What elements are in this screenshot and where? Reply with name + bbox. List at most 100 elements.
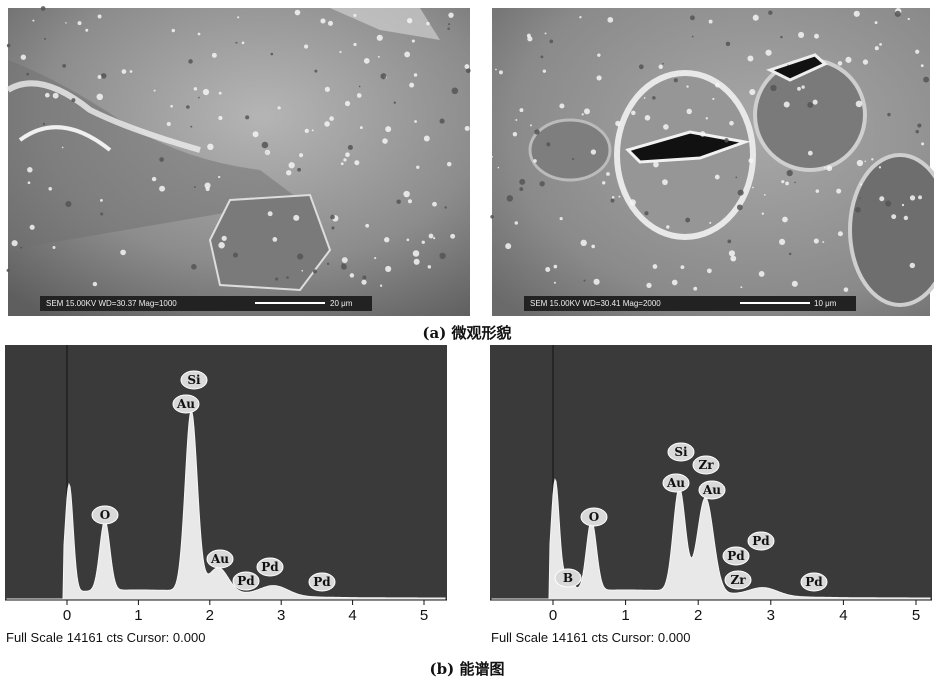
speckle: [407, 18, 412, 23]
speckle: [52, 246, 55, 249]
speckle: [237, 16, 239, 18]
speckle: [921, 64, 924, 67]
peak-label: B: [563, 571, 573, 585]
speckle: [539, 181, 544, 186]
speckle: [498, 167, 500, 169]
speckle: [130, 70, 133, 73]
speckle: [272, 237, 277, 242]
speckle: [304, 45, 308, 49]
speckle: [374, 257, 376, 259]
caption: (a) 微观形貌: [422, 324, 511, 342]
speckle: [814, 238, 819, 243]
page: SEM 15.00KV WD=30.37 Mag=1000 20 μm SEM …: [0, 0, 934, 682]
speckle: [533, 159, 537, 163]
speckle: [159, 157, 164, 162]
speckle: [753, 15, 759, 21]
speckle: [727, 239, 731, 243]
speckle: [915, 50, 919, 54]
speckle: [345, 152, 350, 157]
speckle: [416, 166, 419, 169]
speckle: [672, 280, 678, 286]
figure: SEM 15.00KV WD=30.37 Mag=1000 20 μm SEM …: [0, 0, 934, 682]
speckle: [740, 286, 742, 288]
speckle: [301, 270, 303, 272]
speckle: [364, 58, 370, 64]
speckle: [895, 11, 901, 17]
micrograph-info: SEM 15.00KV WD=30.37 Mag=1000: [46, 299, 177, 308]
x-tick-label: 0: [549, 607, 557, 624]
speckle: [297, 168, 301, 172]
speckle: [396, 200, 400, 204]
speckle: [268, 211, 273, 216]
speckle: [312, 129, 314, 131]
speckle: [779, 239, 785, 245]
speckle: [875, 46, 879, 50]
caption: (b) 能谱图: [430, 660, 505, 678]
speckle: [253, 131, 259, 137]
speckle: [32, 20, 34, 22]
speckle: [591, 245, 595, 249]
speckle: [611, 199, 615, 203]
speckle: [27, 167, 33, 173]
speckle: [662, 63, 664, 65]
peak-label: Pd: [313, 575, 331, 589]
x-tick-label: 5: [912, 607, 920, 624]
speckle: [653, 264, 658, 269]
peak-label: Au: [176, 397, 195, 411]
speckle: [855, 207, 861, 213]
speckle: [186, 105, 190, 109]
speckle: [218, 242, 225, 249]
speckle: [856, 101, 863, 108]
speckle: [339, 51, 341, 53]
speckle: [314, 70, 317, 73]
speckle: [891, 214, 896, 219]
speckle: [782, 217, 788, 223]
speckle: [360, 126, 363, 129]
speckle: [439, 253, 445, 259]
speckle: [545, 267, 550, 272]
speckle: [836, 189, 841, 194]
speckle: [602, 181, 605, 184]
peak-label: Si: [187, 373, 201, 387]
peak-label: Pd: [727, 549, 745, 563]
speckle: [205, 182, 211, 188]
speckle: [863, 59, 868, 64]
peak-label: Pd: [261, 560, 279, 574]
speckle: [768, 11, 772, 15]
speckle: [325, 87, 330, 92]
speckle: [278, 106, 281, 109]
x-tick-label: 2: [694, 607, 702, 624]
speckle: [618, 196, 620, 198]
speckle: [752, 187, 754, 189]
x-tick-label: 0: [63, 607, 71, 624]
speckle: [693, 287, 697, 291]
speckle: [382, 138, 388, 144]
peak-label: O: [589, 510, 599, 524]
speckle: [785, 182, 789, 186]
speckle: [414, 259, 420, 265]
speckle: [289, 162, 295, 168]
speckle: [428, 265, 431, 268]
speckle: [747, 55, 753, 61]
speckle: [606, 172, 610, 176]
speckle: [593, 279, 599, 285]
speckle: [674, 78, 678, 82]
speckle: [534, 129, 539, 134]
speckle: [814, 34, 819, 39]
speckle: [838, 61, 843, 66]
speckle: [864, 160, 866, 162]
speckle: [101, 73, 107, 79]
speckle: [545, 32, 547, 34]
speckle: [653, 162, 659, 168]
scale-bar-label: 20 μm: [330, 299, 353, 308]
speckle: [357, 93, 362, 98]
speckle: [646, 283, 651, 288]
speckle: [559, 103, 564, 108]
speckle: [784, 101, 790, 107]
speckle: [448, 23, 450, 25]
speckle: [630, 199, 636, 205]
speckle: [789, 253, 792, 256]
speckle: [645, 115, 651, 121]
speckle: [407, 239, 410, 242]
speckle: [233, 253, 238, 258]
